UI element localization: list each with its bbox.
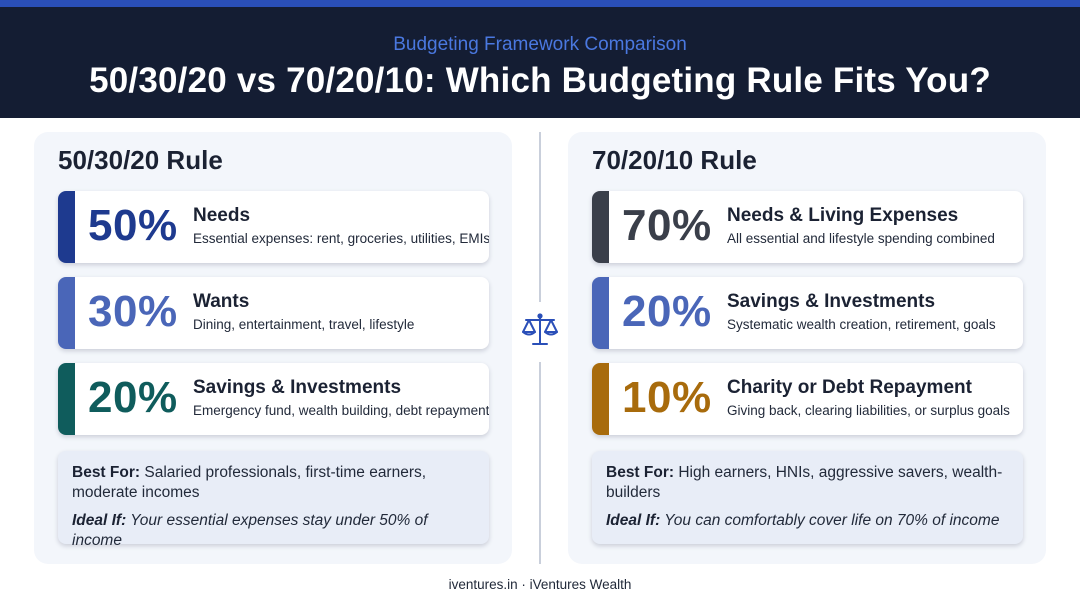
allocation-label: Savings & Investments [727, 291, 936, 312]
center-divider-bottom [539, 362, 541, 564]
page-title: 50/30/20 vs 70/20/10: Which Budgeting Ru… [89, 61, 991, 100]
allocation-percent: 20% [622, 287, 712, 336]
ideal-if-label: Ideal If: [606, 512, 661, 529]
ideal-if-line: Ideal If: Your essential expenses stay u… [72, 511, 475, 551]
ideal-if-line: Ideal If: You can comfortably cover life… [606, 511, 1009, 531]
allocation-label: Charity or Debt Repayment [727, 377, 972, 398]
header-subtitle: Budgeting Framework Comparison [393, 34, 687, 55]
best-for-box: Best For: Salaried professionals, first-… [58, 451, 489, 549]
allocation-label: Savings & Investments [193, 377, 402, 398]
allocation-description: All essential and lifestyle spending com… [727, 231, 995, 246]
card-accent [58, 191, 75, 263]
allocation-card-savings: 20% Savings & Investments Systematic wea… [592, 277, 1023, 349]
allocation-label: Needs [193, 205, 251, 226]
card-accent [592, 191, 609, 263]
allocation-label: Wants [193, 291, 250, 312]
allocation-card-charity: 10% Charity or Debt Repayment Giving bac… [592, 363, 1023, 435]
allocation-percent: 70% [622, 201, 712, 250]
best-for-text: High earners, HNIs, aggressive savers, w… [606, 464, 1003, 501]
rule-panel-50-30-20: 50/30/20 Rule 50% Needs Essential expens… [34, 132, 512, 564]
best-for-label: Best For: [72, 464, 141, 481]
allocation-percent: 20% [88, 373, 178, 422]
best-for-box: Best For: High earners, HNIs, aggressive… [592, 451, 1023, 544]
allocation-percent: 30% [88, 287, 178, 336]
allocation-description: Essential expenses: rent, groceries, uti… [193, 231, 489, 246]
allocation-card-wants: 30% Wants Dining, entertainment, travel,… [58, 277, 489, 349]
allocation-description: Giving back, clearing liabilities, or su… [727, 403, 1010, 418]
best-for-text: Salaried professionals, first-time earne… [72, 464, 427, 501]
allocation-card-savings: 20% Savings & Investments Emergency fund… [58, 363, 489, 435]
balance-scale-icon [522, 313, 558, 345]
best-for-line: Best For: High earners, HNIs, aggressive… [606, 463, 1009, 503]
allocation-percent: 50% [88, 201, 178, 250]
card-accent [58, 363, 75, 435]
ideal-if-label: Ideal If: [72, 512, 127, 529]
allocation-description: Dining, entertainment, travel, lifestyle [193, 317, 415, 332]
allocation-description: Emergency fund, wealth building, debt re… [193, 403, 489, 418]
card-accent [592, 277, 609, 349]
ideal-if-text: Your essential expenses stay under 50% o… [72, 512, 428, 549]
center-divider-top [539, 132, 541, 302]
card-accent [58, 277, 75, 349]
allocation-card-needs-living: 70% Needs & Living Expenses All essentia… [592, 191, 1023, 263]
footer-credit: iventures.in · iVentures Wealth [448, 577, 632, 592]
panel-title: 70/20/10 Rule [592, 145, 757, 175]
allocation-description: Systematic wealth creation, retirement, … [727, 317, 996, 332]
header: Budgeting Framework Comparison 50/30/20 … [0, 7, 1080, 118]
panel-title: 50/30/20 Rule [58, 145, 223, 175]
ideal-if-text: You can comfortably cover life on 70% of… [664, 512, 1000, 529]
allocation-label: Needs & Living Expenses [727, 205, 959, 226]
top-accent-bar [0, 0, 1080, 7]
best-for-line: Best For: Salaried professionals, first-… [72, 463, 475, 503]
allocation-card-needs: 50% Needs Essential expenses: rent, groc… [58, 191, 489, 263]
allocation-percent: 10% [622, 373, 712, 422]
best-for-label: Best For: [606, 464, 675, 481]
rule-panel-70-20-10: 70/20/10 Rule 70% Needs & Living Expense… [568, 132, 1046, 564]
card-accent [592, 363, 609, 435]
